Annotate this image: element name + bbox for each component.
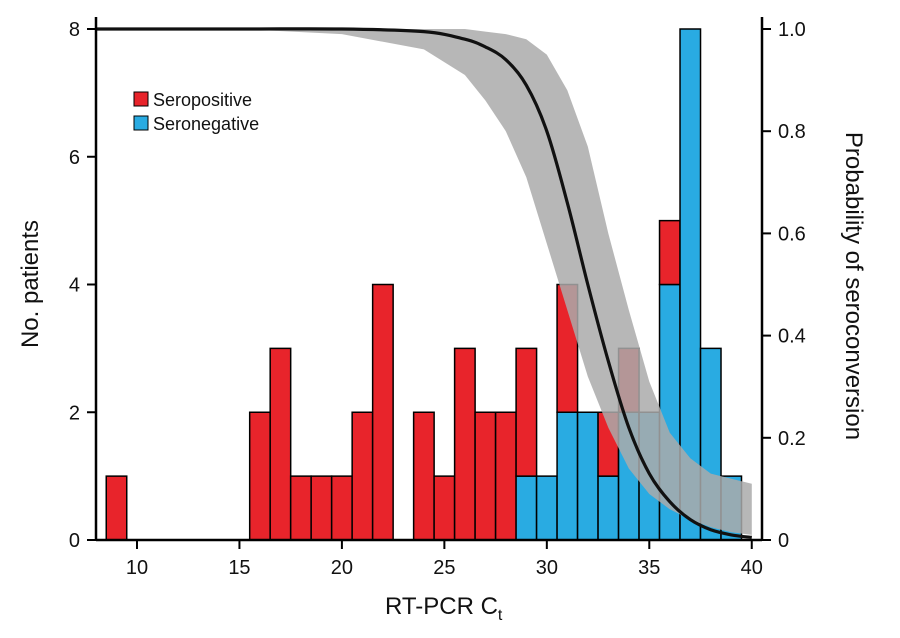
x-tick-label: 20 [331,557,353,579]
bar-seropositive [289,475,312,541]
x-axis-title: RT-PCR Ct [385,593,503,624]
y2-tick-label: 0.8 [778,121,806,143]
legend-label-seronegative: Seronegative [153,114,259,134]
x-tick-label: 25 [433,557,455,579]
bar-seropositive [269,347,292,541]
confidence-band [96,29,752,535]
y2-tick-label: 0.4 [778,326,806,348]
x-tick-label: 35 [638,557,660,579]
y-tick-label: 0 [69,530,80,552]
probability-curve [95,27,752,539]
bar-seropositive [474,411,497,541]
x-axis-title-main: RT-PCR C [385,593,498,620]
bar-seronegative [535,475,558,541]
y-tick-label: 2 [69,402,80,424]
bar-seronegative [515,475,538,541]
y2-axis-title: Probability of seroconversion [840,132,867,440]
bar-seronegative [556,411,579,541]
y2-tick-label: 0 [778,530,789,552]
bar-seronegative [576,411,599,541]
legend-label-seropositive: Seropositive [153,90,252,110]
x-tick-label: 30 [536,557,558,579]
bar-seropositive [248,411,271,541]
probability-curve-group [95,27,752,539]
bar-seropositive [515,347,538,477]
histogram-bars [105,28,743,541]
legend-swatch-seronegative [133,115,149,131]
y-tick-label: 6 [69,147,80,169]
bar-seropositive [105,475,128,541]
bar-seropositive [412,411,435,541]
y2-tick-label: 0.6 [778,223,806,245]
bar-seropositive [494,411,517,541]
x-axis-title-subscript: t [498,607,503,624]
x-tick-label: 40 [741,557,763,579]
bar-seropositive [330,475,353,541]
bar-seropositive [658,219,681,286]
y-tick-label: 8 [69,19,80,41]
y2-tick-label: 1.0 [778,19,806,41]
bar-seropositive [351,411,374,541]
bar-seropositive [371,283,394,541]
bar-seropositive [433,475,456,541]
axis-ticks: 0 2 4 6 8 0 0.2 0.4 0.6 0.8 1.0 10 15 20 25 30 35 40 [69,19,806,579]
legend-swatch-seropositive [133,91,149,107]
y-tick-label: 4 [69,275,80,297]
x-tick-label: 10 [126,557,148,579]
bar-seronegative [597,475,620,541]
y2-tick-label: 0.2 [778,428,806,450]
x-tick-label: 15 [228,557,250,579]
bar-seropositive [453,347,476,541]
legend: Seropositive Seronegative [133,90,259,134]
y-axis-title: No. patients [17,220,44,348]
axes [94,17,764,542]
bar-seropositive [310,475,333,541]
